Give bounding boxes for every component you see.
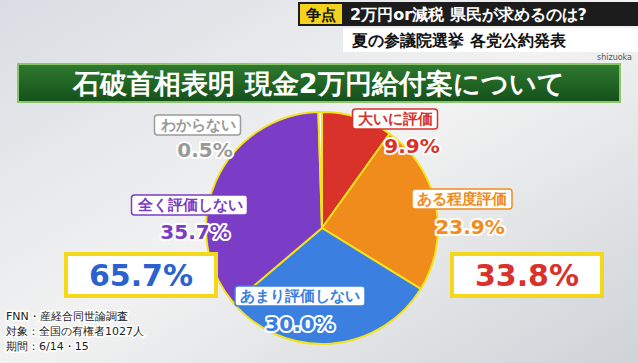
category-label-box [353, 109, 438, 129]
category-label: あまり評価しない [240, 287, 360, 305]
category-label-box [132, 195, 248, 215]
category-label-box [235, 286, 365, 306]
labels: 大いに評価 9.9% ある程度評価 23.9% あまり評価しない 30.0% 全く評価しない… [132, 109, 513, 336]
category-label-box [155, 115, 241, 135]
value-label: 35.7% [160, 220, 229, 244]
header-headline: 2万円or減税 県民が求めるのは? [350, 5, 587, 24]
header-tag: 争点 [305, 6, 336, 24]
category-label: ある程度評価 [417, 190, 507, 208]
header-tag-box [300, 4, 342, 24]
category-label: 大いに評価 [358, 110, 433, 128]
source-note: 期間：6/14・15 [6, 340, 89, 353]
background [0, 0, 638, 363]
group-total-box [452, 254, 602, 296]
category-label-box [412, 189, 512, 209]
group-total: 33.8% [475, 258, 579, 293]
pie-slice [318, 112, 322, 228]
category-label: わからない [160, 116, 236, 134]
value-label: 30.0% [265, 312, 334, 336]
source-note: 対象：全国の有権者1027人 [6, 325, 144, 338]
group-total-box [66, 254, 216, 296]
value-label: 9.9% [384, 134, 439, 158]
category-label: 全く評価しない [137, 196, 243, 214]
header-subheadline: 夏の参議院選挙 各党公約発表 [351, 31, 567, 50]
subheader-box [343, 28, 638, 52]
title-band [18, 64, 620, 102]
station-mark: shizuoka [597, 53, 632, 62]
source-note: FNN・産経合同世論調査 [6, 310, 128, 323]
chart-title: 石破首相表明 現金2万円給付案について [72, 68, 564, 99]
value-label: 0.5% [177, 138, 232, 162]
group-total: 65.7% [89, 258, 193, 293]
header-bar [298, 2, 638, 26]
value-label: 23.9% [435, 215, 504, 239]
